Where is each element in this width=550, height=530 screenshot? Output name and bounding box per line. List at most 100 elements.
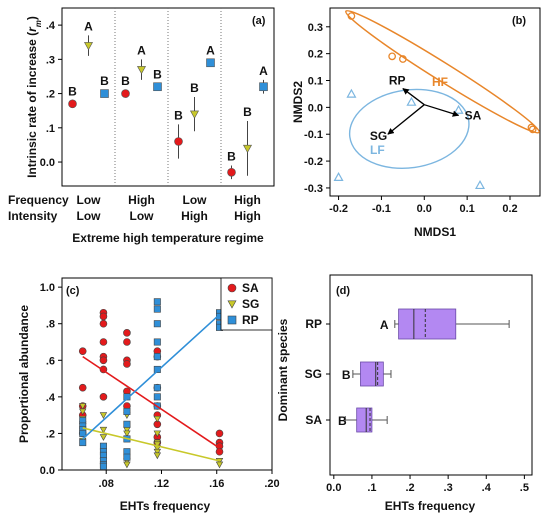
point-sg [153, 415, 162, 423]
point-rp [123, 407, 131, 415]
point-sg [79, 403, 87, 410]
frequency-value: High [128, 193, 155, 207]
point-sg [153, 430, 162, 438]
panel-d-xtick-label: .2 [405, 482, 414, 494]
panel-a-label: (a) [252, 15, 266, 27]
point-rp [153, 384, 161, 392]
panel-c-label: (c) [66, 285, 80, 297]
vector-rp [402, 88, 425, 106]
intensity-value: High [181, 209, 208, 223]
point-lf [406, 96, 417, 106]
panel-b-xlabel: NMDS1 [414, 225, 456, 239]
panel-d-category-label: RP [305, 317, 322, 331]
panel-b-xtick-label: -0.2 [329, 203, 348, 215]
panel-d-category-label: SA [305, 413, 322, 427]
point-sa [174, 137, 183, 146]
panel-c-xtick-label: .16 [209, 478, 224, 490]
box-sg [360, 361, 384, 387]
point-rp [259, 82, 268, 92]
panel-b-xtick-label: 0.0 [417, 203, 432, 215]
point-rp [123, 453, 131, 461]
significance-letter: B [227, 149, 236, 163]
point-sa [215, 447, 224, 456]
point-sg [242, 144, 253, 153]
trend-line-sg [82, 427, 220, 462]
panel-b-xtick-label: 0.2 [502, 203, 517, 215]
panel-d: (d) 0.0 .1 .2 .3 .4 .5 RP A SG B SA B EHTs frequenc… [276, 274, 533, 513]
point-sg [215, 461, 224, 469]
hf-group-label: HF [432, 75, 448, 89]
intensity-value: High [234, 209, 261, 223]
legend-label-sg: SG [242, 297, 259, 311]
panel-d-xtick-label: .5 [520, 482, 529, 494]
significance-letter: B [338, 414, 347, 428]
panel-d-xtick-label: .4 [482, 482, 492, 494]
intensity-value: Low [77, 209, 102, 223]
panel-b-frame [329, 7, 541, 197]
panel-c-ytick-label: .6 [46, 355, 55, 367]
point-sa [78, 383, 87, 392]
panel-a-ylabel: Intrinsic rate of increase (rm) [25, 16, 43, 178]
panel-b-ytick-label: -0.2 [304, 156, 323, 168]
legend-marker-sg [227, 300, 237, 309]
panel-d-category-label: SG [305, 367, 322, 381]
panel-b-ytick-label: -0.3 [304, 183, 323, 195]
panel-c-xtick-label: .08 [99, 478, 114, 490]
point-sg [79, 408, 87, 416]
panel-a-ytick-label: 0.0 [40, 157, 55, 169]
vector-sa [424, 104, 460, 117]
point-sg [189, 110, 200, 119]
legend-label-rp: RP [242, 313, 259, 327]
panel-b-ytick-label: 0.0 [308, 102, 323, 114]
panel-b-ylabel: NMDS2 [291, 81, 305, 123]
panel-a-frame [61, 7, 275, 187]
point-sa [215, 429, 224, 438]
legend-marker-sa [227, 283, 237, 293]
legend-label-sa: SA [242, 281, 259, 295]
panel-b-xtick-label: -0.1 [372, 203, 391, 215]
panel-b: (b) -0.2 -0.1 0.0 0.1 0.2 -0.3 -0.2 -0.1 0.0 0.1 0… [291, 7, 541, 239]
point-sg [136, 66, 147, 75]
point-sg [153, 448, 162, 456]
panel-c-ylabel: Proportional abundance [17, 305, 31, 443]
significance-letter: A [380, 318, 389, 332]
point-hf [388, 52, 396, 61]
point-lf [453, 104, 464, 114]
point-rp [153, 82, 162, 92]
significance-letter: A [84, 19, 93, 33]
legend: SA SG RP [220, 277, 273, 331]
panel-c-xtick-label: .20 [264, 478, 279, 490]
vector-sg [387, 104, 425, 135]
panel-b-ytick-label: 0.1 [308, 76, 323, 88]
point-rp [206, 58, 215, 68]
panel-b-label: (b) [512, 15, 526, 27]
point-sa [99, 356, 108, 365]
panel-c-ytick-label: 0.0 [40, 465, 55, 477]
panel-d-label: (d) [336, 285, 350, 297]
point-sg [99, 434, 108, 441]
panel-a-ytick-label: .1 [46, 123, 55, 135]
point-rp [79, 429, 87, 437]
lf-group-label: LF [370, 143, 385, 157]
point-sa [99, 312, 108, 321]
point-rp [79, 439, 87, 447]
point-sa [123, 329, 131, 337]
panel-d-xlabel: EHTs frequency [385, 499, 476, 513]
point-sa [68, 99, 77, 109]
significance-letter: B [174, 108, 183, 122]
point-rp [153, 393, 161, 401]
point-hf [527, 123, 536, 132]
point-rp [153, 298, 161, 306]
significance-letter: A [259, 64, 268, 78]
frequency-value: Low [77, 193, 102, 207]
point-sa [227, 168, 236, 177]
panel-d-xtick-label: 0.0 [326, 482, 341, 494]
significance-letter: B [100, 74, 109, 88]
point-sa [121, 89, 130, 98]
intensity-value: Low [130, 209, 155, 223]
hf-ellipse [345, 10, 540, 134]
panel-a-ytick-label: .4 [46, 20, 56, 32]
point-rp [100, 89, 109, 98]
box-rp [398, 308, 457, 340]
